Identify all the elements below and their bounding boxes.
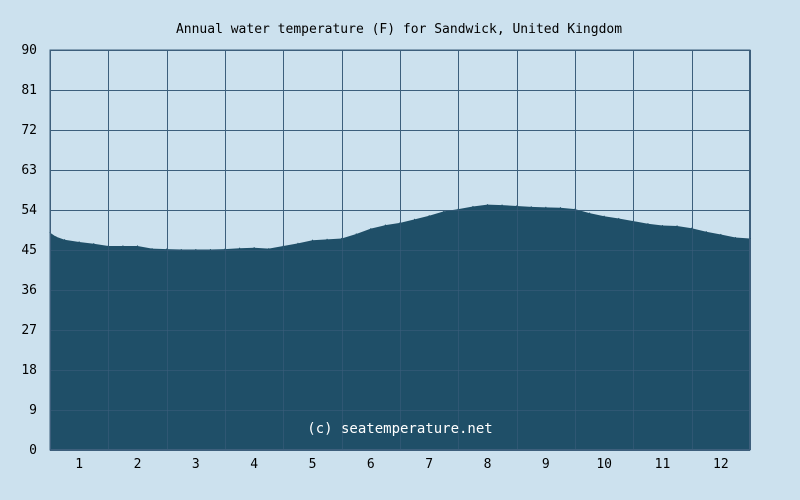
data-point bbox=[195, 248, 197, 251]
data-point bbox=[297, 242, 299, 244]
data-point bbox=[647, 223, 649, 225]
data-point bbox=[311, 239, 314, 241]
data-point bbox=[516, 205, 518, 207]
x-axis-ticks: 1 2 3 4 5 6 7 8 9 10 11 12 bbox=[75, 457, 728, 472]
y-tick-label: 36 bbox=[21, 283, 37, 298]
data-point bbox=[472, 205, 474, 208]
data-point bbox=[268, 248, 270, 250]
grid-over-layer bbox=[50, 50, 750, 450]
data-point bbox=[588, 212, 591, 214]
data-point bbox=[209, 248, 212, 251]
data-point bbox=[720, 233, 722, 236]
data-point bbox=[705, 231, 707, 233]
x-tick-label: 2 bbox=[134, 457, 142, 472]
data-point bbox=[443, 210, 445, 212]
data-point bbox=[370, 228, 372, 230]
y-tick-label: 54 bbox=[21, 203, 37, 218]
data-point bbox=[166, 248, 168, 250]
x-tick-label: 7 bbox=[425, 457, 433, 472]
data-point bbox=[326, 238, 328, 240]
data-point bbox=[501, 204, 503, 206]
y-tick-label: 81 bbox=[21, 83, 37, 98]
data-point bbox=[341, 237, 343, 240]
y-tick-label: 90 bbox=[21, 43, 37, 58]
x-tick-label: 5 bbox=[309, 457, 317, 472]
data-point bbox=[136, 245, 139, 247]
data-point bbox=[428, 215, 430, 217]
y-tick-label: 0 bbox=[29, 443, 37, 458]
x-tick-label: 12 bbox=[713, 457, 729, 472]
data-point bbox=[55, 236, 57, 238]
data-point bbox=[122, 245, 124, 247]
x-tick-label: 6 bbox=[367, 457, 375, 472]
y-tick-label: 45 bbox=[21, 243, 37, 258]
data-point bbox=[618, 217, 620, 220]
x-tick-label: 4 bbox=[250, 457, 258, 472]
x-tick-label: 11 bbox=[655, 457, 671, 472]
data-point bbox=[413, 218, 416, 220]
data-point bbox=[486, 204, 489, 206]
data-point bbox=[180, 248, 182, 251]
y-tick-label: 72 bbox=[21, 123, 37, 138]
data-point bbox=[151, 248, 153, 250]
x-tick-label: 3 bbox=[192, 457, 200, 472]
data-point bbox=[63, 239, 66, 241]
data-point bbox=[734, 236, 737, 239]
data-point bbox=[355, 233, 357, 235]
watermark: (c) seatemperature.net bbox=[307, 421, 492, 437]
data-point bbox=[384, 224, 387, 226]
y-axis-ticks: 0 9 18 27 36 45 54 63 72 81 90 bbox=[21, 43, 37, 458]
data-point bbox=[676, 225, 678, 227]
data-point bbox=[253, 247, 255, 249]
chart-title: Annual water temperature (F) for Sandwic… bbox=[176, 22, 622, 37]
y-tick-label: 63 bbox=[21, 163, 37, 178]
y-tick-label: 9 bbox=[29, 403, 37, 418]
data-point bbox=[545, 206, 547, 208]
data-point bbox=[530, 206, 532, 208]
data-point bbox=[78, 241, 80, 243]
data-point bbox=[661, 224, 664, 227]
data-point bbox=[603, 215, 605, 217]
y-tick-label: 27 bbox=[21, 323, 37, 338]
data-point bbox=[691, 227, 693, 229]
x-tick-label: 1 bbox=[75, 457, 83, 472]
plot-frame bbox=[50, 50, 750, 450]
y-tick-label: 18 bbox=[21, 363, 37, 378]
x-tick-label: 10 bbox=[596, 457, 612, 472]
x-tick-label: 8 bbox=[484, 457, 492, 472]
data-point bbox=[93, 243, 95, 245]
x-tick-label: 9 bbox=[542, 457, 550, 472]
data-point bbox=[559, 207, 562, 209]
data-point bbox=[238, 247, 241, 249]
